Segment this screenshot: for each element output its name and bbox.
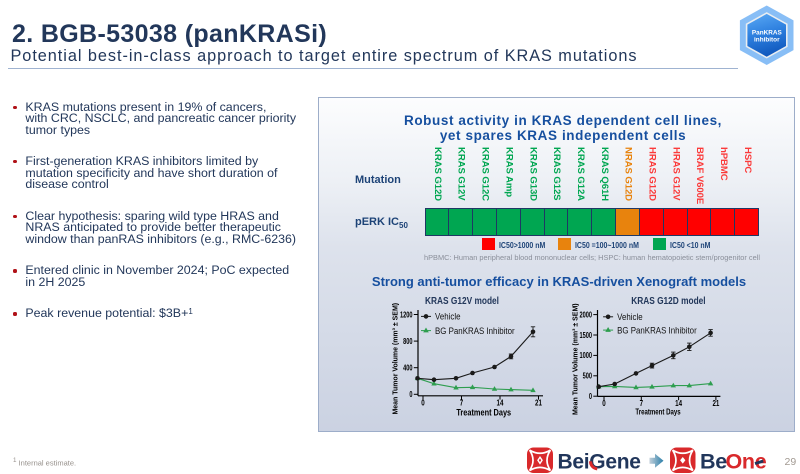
svg-text:21: 21 xyxy=(712,398,719,408)
svg-text:inhibitor: inhibitor xyxy=(754,37,780,44)
svg-text:800: 800 xyxy=(403,337,412,346)
svg-text:Treatment Days: Treatment Days xyxy=(456,407,511,418)
svg-text:1200: 1200 xyxy=(400,310,413,319)
svg-text:BG PanKRAS Inhibitor: BG PanKRAS Inhibitor xyxy=(617,325,697,336)
svg-text:0: 0 xyxy=(409,390,412,399)
svg-text:7: 7 xyxy=(640,398,643,408)
svg-text:2000: 2000 xyxy=(579,310,592,319)
svg-text:1000: 1000 xyxy=(579,351,592,360)
svg-text:Mean Tumor Volume (mm³ ± SEM): Mean Tumor Volume (mm³ ± SEM) xyxy=(570,303,579,415)
svg-text:0: 0 xyxy=(602,398,605,408)
svg-text:0: 0 xyxy=(589,392,592,401)
svg-text:Be: Be xyxy=(700,450,727,474)
svg-text:14: 14 xyxy=(497,398,505,408)
svg-text:KRAS G12V model: KRAS G12V model xyxy=(425,295,499,306)
svg-text:Mean Tumor Volume (mm³ ± SEM): Mean Tumor Volume (mm³ ± SEM) xyxy=(390,302,399,414)
svg-text:Vehicle: Vehicle xyxy=(435,311,461,322)
svg-text:500: 500 xyxy=(583,372,592,381)
svg-text:KRAS G12D model: KRAS G12D model xyxy=(631,295,705,306)
svg-text:7: 7 xyxy=(460,398,463,408)
svg-text:400: 400 xyxy=(403,363,412,372)
svg-text:21: 21 xyxy=(535,398,542,408)
svg-text:BG PanKRAS Inhibitor: BG PanKRAS Inhibitor xyxy=(435,325,515,336)
svg-text:1500: 1500 xyxy=(579,331,592,340)
svg-text:BeiGene: BeiGene xyxy=(558,451,641,474)
svg-text:Treatment Days: Treatment Days xyxy=(635,409,680,417)
svg-text:Vehicle: Vehicle xyxy=(617,312,643,323)
svg-text:PanKRAS: PanKRAS xyxy=(752,30,783,37)
svg-text:0: 0 xyxy=(421,398,424,408)
svg-text:14: 14 xyxy=(675,398,683,408)
